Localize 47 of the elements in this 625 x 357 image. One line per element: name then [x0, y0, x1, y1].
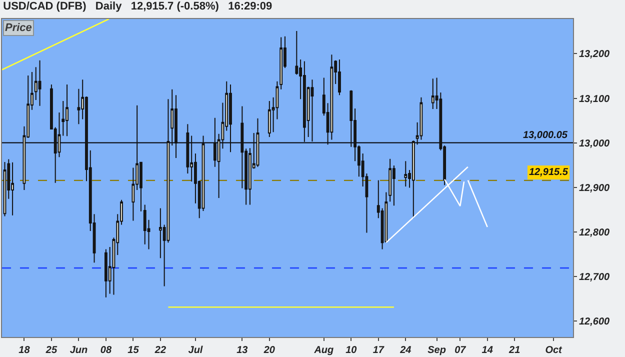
x-tick-label: 25	[44, 345, 58, 356]
x-tick-label: 22	[154, 345, 166, 356]
x-tick-label: 13	[236, 345, 248, 356]
y-tick-label: 12,900	[579, 182, 610, 194]
candlestick	[11, 162, 14, 216]
candlestick	[280, 36, 283, 90]
x-tick-label: Oct	[545, 345, 563, 356]
x-tick-label: 15	[128, 345, 140, 356]
y-tick-label: 13,000	[579, 138, 610, 150]
candlestick	[66, 84, 68, 137]
y-tick-label: 12,600	[579, 316, 610, 328]
candlestick	[3, 161, 6, 217]
candlestick	[404, 160, 408, 187]
candlestick	[330, 54, 334, 140]
candlestick	[310, 79, 314, 142]
x-tick-label: 14	[482, 345, 494, 356]
candlestick	[338, 59, 341, 96]
chart-title: USD/CAD (DFB) Daily 12,915.7 (-0.58%) 16:29:09	[3, 0, 272, 12]
candlestick	[302, 60, 306, 142]
candlestick	[38, 60, 42, 106]
candlestick	[412, 140, 415, 219]
x-tick-label: 07	[454, 345, 466, 356]
y-tick-label: 13,100	[579, 94, 610, 105]
x-tick-label: 21	[508, 345, 521, 356]
y-tick-label: 12,800	[579, 227, 610, 238]
ref-line-label: 12,915.5	[529, 167, 568, 178]
x-tick-label: Aug	[313, 345, 334, 356]
candlestick	[268, 100, 271, 138]
candlestick	[420, 96, 423, 140]
x-tick-label: 18	[18, 345, 30, 356]
candlestick	[431, 78, 434, 110]
annotation: Price	[5, 22, 32, 34]
ref-line-label: 13,000.05	[523, 130, 568, 141]
candlestick	[229, 84, 232, 153]
y-tick-label: 12,700	[579, 272, 610, 283]
candlestick	[256, 118, 260, 168]
x-tick-label: 20	[262, 345, 276, 356]
x-tick-label: 17	[372, 345, 384, 356]
candlestick	[104, 248, 108, 298]
x-tick-label: 08	[100, 345, 112, 356]
x-tick-label: Sep	[428, 345, 446, 356]
candlestick	[388, 158, 392, 202]
x-tick-label: Jun	[70, 345, 88, 356]
x-tick-label: 10	[346, 345, 358, 356]
x-tick-label: Jul	[188, 345, 203, 356]
x-tick-label: 24	[399, 345, 412, 356]
y-tick-label: 13,200	[579, 49, 610, 60]
